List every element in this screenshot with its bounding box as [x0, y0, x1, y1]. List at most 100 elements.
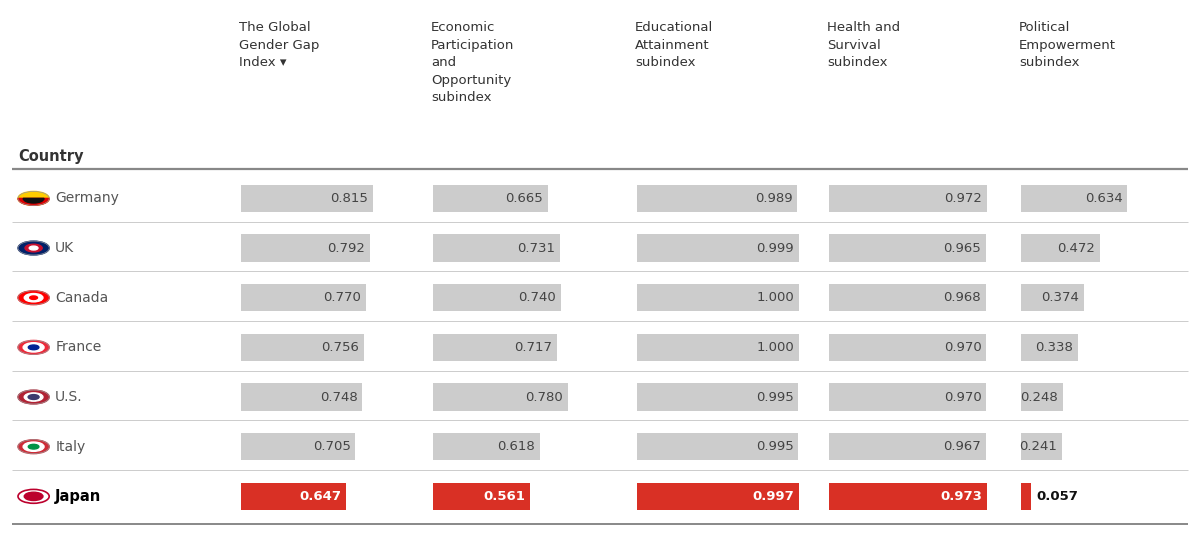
- Text: 0.965: 0.965: [943, 241, 980, 255]
- FancyBboxPatch shape: [241, 334, 364, 361]
- Text: 0.997: 0.997: [752, 490, 794, 503]
- Text: 0.248: 0.248: [1020, 390, 1058, 404]
- FancyBboxPatch shape: [829, 334, 986, 361]
- Text: Italy: Italy: [55, 439, 85, 454]
- Text: Canada: Canada: [55, 290, 108, 305]
- Text: Country: Country: [18, 149, 84, 164]
- Text: 0.780: 0.780: [526, 390, 563, 404]
- Circle shape: [24, 492, 43, 500]
- Wedge shape: [23, 198, 44, 203]
- FancyBboxPatch shape: [241, 483, 346, 510]
- Text: 1.000: 1.000: [757, 341, 794, 354]
- Text: 0.973: 0.973: [940, 490, 982, 503]
- FancyBboxPatch shape: [1021, 433, 1062, 460]
- Circle shape: [29, 345, 38, 350]
- Text: 0.740: 0.740: [518, 291, 557, 304]
- FancyBboxPatch shape: [433, 234, 559, 262]
- FancyBboxPatch shape: [637, 234, 799, 262]
- Text: 0.995: 0.995: [756, 390, 793, 404]
- Circle shape: [18, 489, 49, 503]
- Text: 0.995: 0.995: [756, 440, 793, 453]
- FancyBboxPatch shape: [829, 433, 986, 460]
- Circle shape: [23, 343, 44, 352]
- Text: 0.731: 0.731: [517, 241, 554, 255]
- Text: Japan: Japan: [55, 489, 102, 504]
- Text: Economic
Participation
and
Opportunity
subindex: Economic Participation and Opportunity s…: [431, 21, 514, 104]
- FancyBboxPatch shape: [637, 185, 798, 212]
- FancyBboxPatch shape: [241, 433, 355, 460]
- Text: The Global
Gender Gap
Index ▾: The Global Gender Gap Index ▾: [239, 21, 319, 69]
- Text: 0.705: 0.705: [313, 440, 350, 453]
- Circle shape: [25, 244, 42, 252]
- FancyBboxPatch shape: [433, 334, 557, 361]
- FancyBboxPatch shape: [433, 185, 548, 212]
- FancyBboxPatch shape: [1021, 284, 1084, 311]
- FancyBboxPatch shape: [637, 284, 799, 311]
- Circle shape: [24, 393, 43, 401]
- Circle shape: [18, 439, 49, 453]
- Text: Health and
Survival
subindex: Health and Survival subindex: [827, 21, 900, 69]
- FancyBboxPatch shape: [829, 383, 986, 411]
- Text: 0.792: 0.792: [326, 241, 365, 255]
- Text: 0.972: 0.972: [944, 192, 982, 205]
- Circle shape: [29, 444, 38, 449]
- FancyBboxPatch shape: [433, 433, 540, 460]
- Text: France: France: [55, 340, 102, 355]
- Text: 0.338: 0.338: [1036, 341, 1073, 354]
- Circle shape: [29, 246, 38, 250]
- Text: 0.057: 0.057: [1037, 490, 1079, 503]
- Text: 0.374: 0.374: [1042, 291, 1079, 304]
- Text: 0.999: 0.999: [757, 241, 794, 255]
- FancyBboxPatch shape: [829, 234, 985, 262]
- Circle shape: [23, 442, 44, 451]
- Wedge shape: [18, 198, 49, 205]
- Text: 0.634: 0.634: [1085, 192, 1122, 205]
- FancyBboxPatch shape: [241, 185, 373, 212]
- FancyBboxPatch shape: [241, 284, 366, 311]
- FancyBboxPatch shape: [829, 185, 986, 212]
- FancyBboxPatch shape: [829, 284, 986, 311]
- FancyBboxPatch shape: [829, 483, 986, 510]
- Text: 0.815: 0.815: [330, 192, 368, 205]
- Text: 0.647: 0.647: [299, 490, 341, 503]
- FancyBboxPatch shape: [1021, 383, 1063, 411]
- Text: 0.717: 0.717: [515, 341, 552, 354]
- Circle shape: [28, 395, 40, 399]
- Text: 0.968: 0.968: [943, 291, 982, 304]
- Text: 0.756: 0.756: [320, 341, 359, 354]
- Circle shape: [24, 294, 43, 302]
- Text: Germany: Germany: [55, 191, 119, 206]
- FancyBboxPatch shape: [1021, 185, 1127, 212]
- Circle shape: [18, 290, 49, 304]
- Text: Political
Empowerment
subindex: Political Empowerment subindex: [1019, 21, 1116, 69]
- Text: 0.770: 0.770: [323, 291, 361, 304]
- Text: 0.970: 0.970: [943, 341, 982, 354]
- FancyBboxPatch shape: [637, 334, 799, 361]
- Text: 0.241: 0.241: [1019, 440, 1057, 453]
- FancyBboxPatch shape: [433, 483, 530, 510]
- Text: 0.561: 0.561: [484, 490, 526, 503]
- Text: UK: UK: [55, 241, 74, 255]
- FancyBboxPatch shape: [637, 483, 799, 510]
- Circle shape: [18, 241, 49, 255]
- Circle shape: [30, 296, 37, 300]
- Text: 0.967: 0.967: [943, 440, 982, 453]
- Text: U.S.: U.S.: [55, 390, 83, 404]
- FancyBboxPatch shape: [433, 383, 568, 411]
- Text: 0.618: 0.618: [498, 440, 535, 453]
- Text: 0.665: 0.665: [505, 192, 544, 205]
- Text: 0.970: 0.970: [943, 390, 982, 404]
- Circle shape: [18, 191, 49, 205]
- Circle shape: [18, 341, 49, 355]
- Text: 0.748: 0.748: [320, 390, 358, 404]
- FancyBboxPatch shape: [1021, 234, 1100, 262]
- Text: 1.000: 1.000: [757, 291, 794, 304]
- FancyBboxPatch shape: [241, 383, 362, 411]
- FancyBboxPatch shape: [433, 284, 562, 311]
- Text: 0.472: 0.472: [1057, 241, 1096, 255]
- FancyBboxPatch shape: [637, 383, 798, 411]
- Text: Educational
Attainment
subindex: Educational Attainment subindex: [635, 21, 713, 69]
- FancyBboxPatch shape: [637, 433, 798, 460]
- FancyBboxPatch shape: [241, 234, 370, 262]
- Text: 0.989: 0.989: [755, 192, 793, 205]
